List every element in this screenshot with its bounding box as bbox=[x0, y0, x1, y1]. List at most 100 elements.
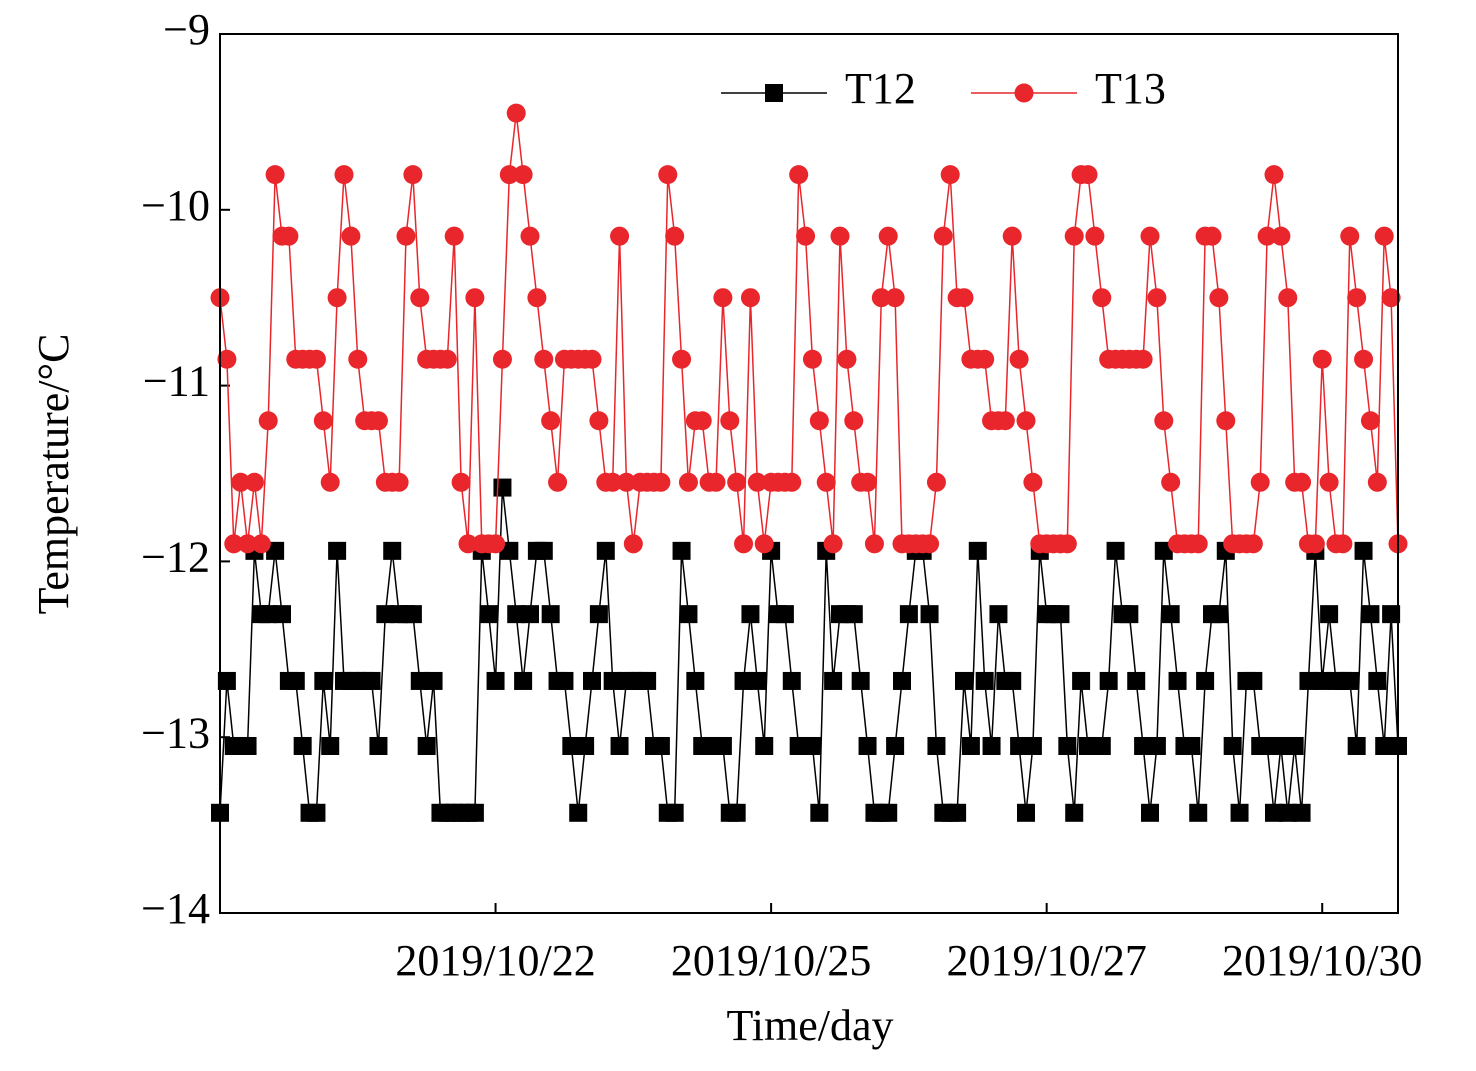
data-point bbox=[603, 671, 622, 690]
data-point bbox=[383, 541, 402, 560]
data-point bbox=[679, 605, 698, 624]
data-point bbox=[755, 736, 774, 755]
data-point bbox=[320, 472, 340, 492]
data-point bbox=[1250, 472, 1270, 492]
data-point bbox=[451, 472, 471, 492]
y-axis-label: Temperature/°C bbox=[29, 334, 78, 615]
data-point bbox=[1010, 736, 1029, 755]
data-point bbox=[596, 541, 615, 560]
data-point bbox=[893, 671, 911, 690]
data-point bbox=[1230, 803, 1249, 822]
data-point bbox=[251, 534, 271, 554]
data-point bbox=[1312, 349, 1332, 369]
y-tick-label: −14 bbox=[141, 884, 210, 933]
data-point bbox=[1354, 349, 1374, 369]
data-point bbox=[1265, 803, 1283, 822]
data-point bbox=[920, 605, 939, 624]
data-point bbox=[1209, 288, 1229, 308]
data-point bbox=[782, 472, 802, 492]
data-point bbox=[1340, 226, 1360, 246]
data-point bbox=[548, 472, 568, 492]
data-point bbox=[521, 605, 539, 624]
data-point bbox=[444, 226, 464, 246]
data-point bbox=[810, 803, 829, 822]
data-point bbox=[1099, 671, 1118, 690]
data-point bbox=[1196, 671, 1215, 690]
data-point bbox=[293, 736, 312, 755]
data-point bbox=[837, 349, 857, 369]
data-point bbox=[782, 671, 801, 690]
data-point bbox=[1016, 411, 1036, 431]
data-point bbox=[638, 671, 657, 690]
data-point bbox=[955, 671, 973, 690]
data-point bbox=[1374, 226, 1394, 246]
data-point bbox=[465, 803, 484, 822]
data-point bbox=[1257, 226, 1277, 246]
data-point bbox=[754, 534, 774, 554]
data-point bbox=[1278, 288, 1298, 308]
data-point bbox=[954, 288, 974, 308]
data-point bbox=[1258, 736, 1277, 755]
data-point bbox=[824, 671, 843, 690]
data-point bbox=[823, 534, 843, 554]
data-point bbox=[389, 472, 409, 492]
data-point bbox=[975, 349, 995, 369]
data-point bbox=[658, 165, 678, 185]
data-point bbox=[513, 165, 533, 185]
data-point bbox=[486, 534, 506, 554]
data-point bbox=[995, 411, 1015, 431]
data-point bbox=[341, 226, 361, 246]
data-point bbox=[665, 226, 685, 246]
data-point bbox=[458, 534, 478, 554]
data-point bbox=[328, 541, 347, 560]
data-point bbox=[313, 411, 333, 431]
data-point bbox=[1092, 736, 1111, 755]
data-point bbox=[1189, 803, 1208, 822]
data-point bbox=[886, 736, 905, 755]
data-point bbox=[1333, 534, 1353, 554]
data-point bbox=[1058, 736, 1077, 755]
data-point bbox=[1154, 541, 1173, 560]
data-point bbox=[1354, 541, 1373, 560]
x-tick-label: 2019/10/30 bbox=[1222, 936, 1422, 985]
data-point bbox=[520, 226, 540, 246]
data-point bbox=[244, 472, 264, 492]
legend-label: T13 bbox=[1095, 64, 1166, 113]
data-point bbox=[362, 671, 381, 690]
data-point bbox=[348, 349, 368, 369]
data-point bbox=[844, 411, 864, 431]
data-point bbox=[266, 541, 285, 560]
y-tick-label: −9 bbox=[163, 5, 210, 54]
data-point bbox=[589, 605, 608, 624]
data-point bbox=[1003, 671, 1022, 690]
data-point bbox=[424, 671, 443, 690]
data-point bbox=[279, 226, 299, 246]
data-point bbox=[499, 165, 519, 185]
data-point bbox=[1134, 736, 1153, 755]
data-point bbox=[555, 671, 574, 690]
data-point bbox=[514, 671, 533, 690]
data-point bbox=[368, 411, 388, 431]
data-point bbox=[1382, 605, 1401, 624]
data-point bbox=[713, 736, 732, 755]
data-point bbox=[583, 671, 601, 690]
data-point bbox=[286, 671, 305, 690]
data-point bbox=[1051, 605, 1070, 624]
data-point bbox=[651, 472, 671, 492]
data-point bbox=[321, 736, 340, 755]
data-point bbox=[1168, 671, 1187, 690]
data-point bbox=[1216, 411, 1236, 431]
data-point bbox=[527, 288, 547, 308]
data-point bbox=[479, 605, 498, 624]
x-tick-label: 2019/10/27 bbox=[946, 936, 1146, 985]
data-point bbox=[747, 472, 767, 492]
data-point bbox=[1147, 736, 1166, 755]
data-point bbox=[1367, 472, 1387, 492]
data-point bbox=[217, 349, 237, 369]
data-point bbox=[816, 472, 836, 492]
data-point bbox=[672, 541, 691, 560]
data-point bbox=[1305, 534, 1325, 554]
data-point bbox=[968, 541, 987, 560]
data-point bbox=[926, 472, 946, 492]
data-point bbox=[1223, 736, 1242, 755]
